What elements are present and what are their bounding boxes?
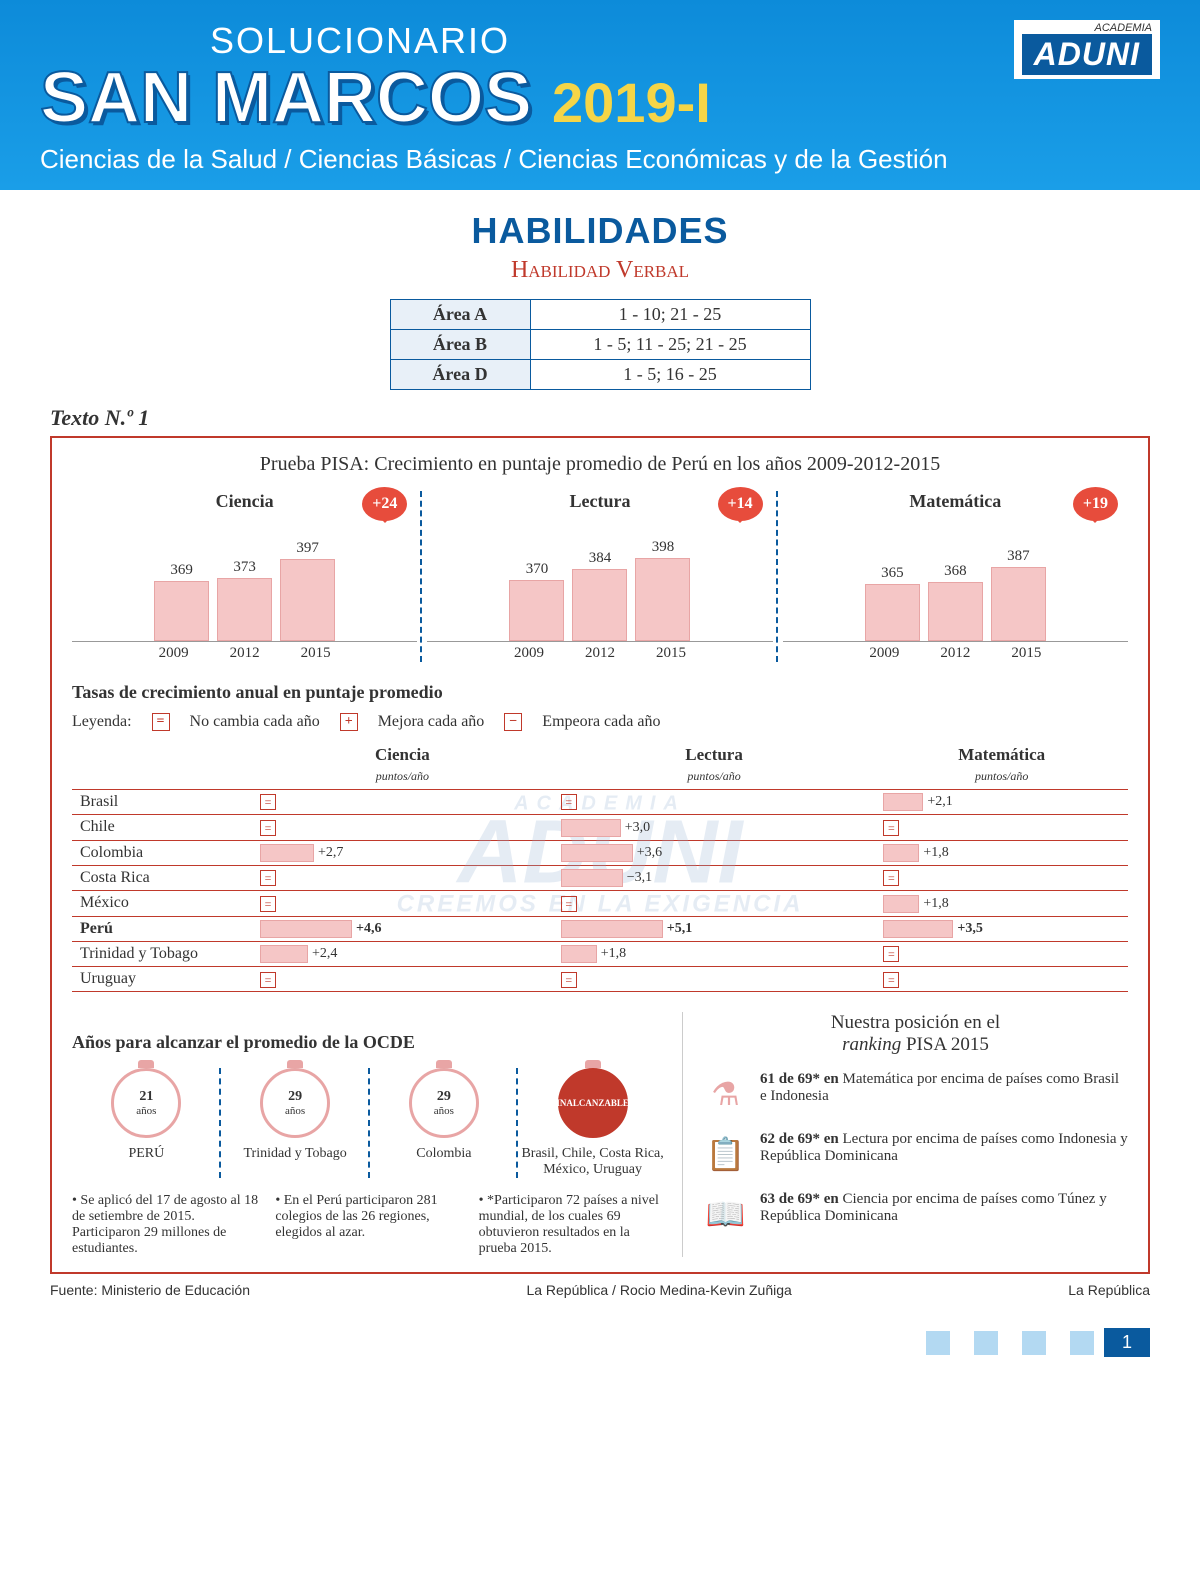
growth-col: Lecturapuntos/año <box>553 741 876 790</box>
bar: 398 <box>635 539 690 641</box>
bar: 397 <box>280 540 335 641</box>
subsection-title: Habilidad Verbal <box>50 257 1150 284</box>
growth-col: Cienciapuntos/año <box>252 741 553 790</box>
chart: Lectura+14370384398200920122015 <box>427 491 772 662</box>
growth-row: Chile=+3,0= <box>72 815 1128 840</box>
growth-col: Matemáticapuntos/año <box>875 741 1128 790</box>
clock-icon: INALCANZABLE <box>558 1068 628 1138</box>
growth-row: Trinidad y Tobago+2,4+1,8= <box>72 941 1128 966</box>
rank-icon: 📋 <box>703 1131 748 1176</box>
year: 2019-I <box>552 70 711 135</box>
subtitle: Ciencias de la Salud / Ciencias Básicas … <box>40 144 1160 175</box>
clock: 29añosTrinidad y Tobago <box>221 1068 370 1178</box>
clocks-row: 21añosPERÚ29añosTrinidad y Tobago29añosC… <box>72 1068 667 1178</box>
page-number: 1 <box>1104 1328 1150 1357</box>
clock: INALCANZABLEBrasil, Chile, Costa Rica, M… <box>518 1068 667 1178</box>
legend-minus-icon: − <box>504 713 522 731</box>
bar: 370 <box>509 561 564 641</box>
logo-academia: ACADEMIA <box>1022 22 1152 34</box>
area-value: 1 - 5; 11 - 25; 21 - 25 <box>530 330 810 360</box>
infographic-box: ACADEMIA ADUNI CREEMOS EN LA EXIGENCIA P… <box>50 436 1150 1274</box>
logo: ACADEMIA ADUNI <box>1014 20 1160 79</box>
rank-icon: 📖 <box>703 1191 748 1236</box>
bar: 368 <box>928 563 983 641</box>
notes: • Se aplicó del 17 de agosto al 18 de se… <box>72 1193 667 1257</box>
growth-table: Cienciapuntos/añoLecturapuntos/añoMatemá… <box>72 741 1128 992</box>
growth-bubble: +24 <box>362 487 407 521</box>
clock-icon: 29años <box>409 1068 479 1138</box>
charts-row: Ciencia+24369373397200920122015Lectura+1… <box>72 491 1128 662</box>
bar: 384 <box>572 550 627 641</box>
rank-icon: ⚗ <box>703 1071 748 1116</box>
growth-row: Colombia+2,7+3,6+1,8 <box>72 840 1128 865</box>
clock-icon: 29años <box>260 1068 330 1138</box>
main-title: SAN MARCOS <box>40 57 532 139</box>
clock: 29añosColombia <box>370 1068 519 1178</box>
legend: Leyenda: =No cambia cada año +Mejora cad… <box>72 713 1128 731</box>
chart: Matemática+19365368387200920122015 <box>783 491 1128 662</box>
growth-row: Perú+4,6+5,1+3,5 <box>72 916 1128 941</box>
rank-item: ⚗61 de 69* en Matemática por encima de p… <box>703 1071 1128 1116</box>
source-right: La República <box>1068 1282 1150 1298</box>
bar: 369 <box>154 562 209 641</box>
growth-row: México==+1,8 <box>72 891 1128 916</box>
source-left: Fuente: Ministerio de Educación <box>50 1282 250 1298</box>
growth-bubble: +19 <box>1073 487 1118 521</box>
area-label: Área B <box>390 330 530 360</box>
area-table: Área A1 - 10; 21 - 25Área B1 - 5; 11 - 2… <box>390 299 811 390</box>
header: ACADEMIA ADUNI SOLUCIONARIO SAN MARCOS 2… <box>0 0 1200 190</box>
area-value: 1 - 5; 16 - 25 <box>530 360 810 390</box>
legend-plus-icon: + <box>340 713 358 731</box>
info-title: Prueba PISA: Crecimiento en puntaje prom… <box>72 453 1128 476</box>
note: • Se aplicó del 17 de agosto al 18 de se… <box>72 1193 260 1257</box>
footer: 1 <box>0 1318 1200 1367</box>
legend-eq-icon: = <box>152 713 170 731</box>
rank-item: 📖63 de 69* en Ciencia por encima de país… <box>703 1191 1128 1236</box>
bar: 373 <box>217 559 272 641</box>
growth-row: Brasil==+2,1 <box>72 790 1128 815</box>
ocde-heading: Años para alcanzar el promedio de la OCD… <box>72 1032 667 1053</box>
note: • *Participaron 72 países a nivel mundia… <box>479 1193 667 1257</box>
texto-label: Texto N.º 1 <box>50 405 1150 431</box>
bar: 387 <box>991 548 1046 641</box>
growth-row: Uruguay=== <box>72 967 1128 992</box>
area-label: Área D <box>390 360 530 390</box>
source-mid: La República / Rocio Medina-Kevin Zuñiga <box>250 1282 1068 1298</box>
section-title: HABILIDADES <box>50 210 1150 252</box>
growth-bubble: +14 <box>718 487 763 521</box>
bar: 365 <box>865 565 920 641</box>
area-value: 1 - 10; 21 - 25 <box>530 300 810 330</box>
clock-icon: 21años <box>111 1068 181 1138</box>
checker-pattern <box>926 1331 1094 1355</box>
source-row: Fuente: Ministerio de Educación La Repúb… <box>50 1282 1150 1298</box>
clock: 21añosPERÚ <box>72 1068 221 1178</box>
logo-aduni: ADUNI <box>1022 34 1152 75</box>
rank-item: 📋62 de 69* en Lectura por encima de país… <box>703 1131 1128 1176</box>
area-label: Área A <box>390 300 530 330</box>
note: • En el Perú participaron 281 colegios d… <box>275 1193 463 1257</box>
chart: Ciencia+24369373397200920122015 <box>72 491 417 662</box>
growth-heading: Tasas de crecimiento anual en puntaje pr… <box>72 682 1128 703</box>
ranking-title: Nuestra posición en elranking PISA 2015 <box>703 1012 1128 1056</box>
growth-row: Costa Rica=−3,1= <box>72 865 1128 890</box>
